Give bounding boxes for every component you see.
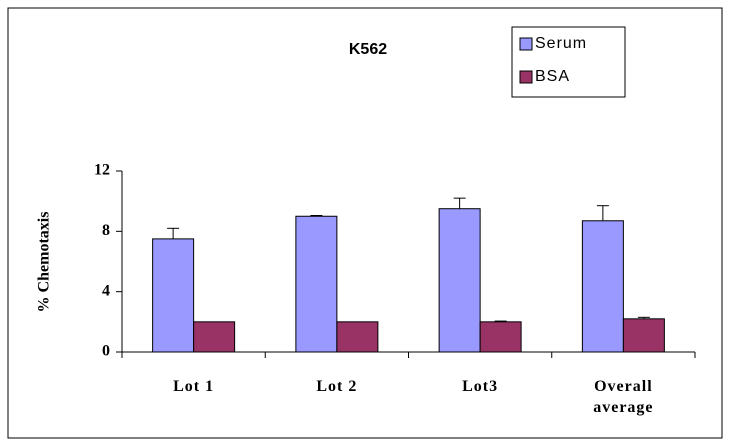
bar: [152, 238, 195, 353]
chart-title: K562: [349, 41, 387, 58]
chart-border: [7, 7, 723, 439]
y-tick-label: 8: [102, 222, 110, 239]
legend-label: BSA: [535, 68, 570, 85]
bar: [479, 321, 522, 353]
legend-swatch: [519, 37, 533, 51]
x-tick-label: Lot 1: [173, 378, 215, 395]
y-tick-label: 4: [102, 282, 110, 299]
y-axis-label: % Chemotaxis: [36, 212, 53, 313]
legend-swatch: [519, 70, 533, 84]
y-tick-label: 12: [94, 162, 110, 179]
x-tick-label: Overall average: [593, 378, 654, 416]
bar: [438, 208, 481, 353]
x-tick-label: Lot 2: [316, 378, 358, 395]
bar: [336, 321, 379, 353]
bar: [581, 220, 624, 353]
bar: [295, 215, 338, 353]
bar: [622, 318, 665, 353]
bar: [193, 321, 236, 353]
x-tick-label: Lot3: [462, 378, 499, 395]
legend-label: Serum: [535, 35, 587, 52]
y-tick-label: 0: [102, 343, 110, 360]
